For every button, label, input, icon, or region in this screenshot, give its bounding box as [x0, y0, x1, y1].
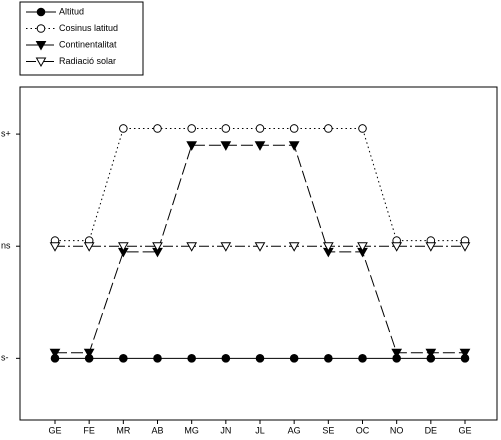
point — [83, 348, 95, 359]
point — [186, 141, 198, 151]
point — [119, 124, 128, 133]
point — [391, 348, 403, 359]
point — [391, 242, 403, 252]
legend-marker — [36, 7, 46, 17]
legend-marker — [35, 57, 47, 68]
point — [324, 124, 333, 133]
x-tick-label: AG — [288, 425, 301, 435]
point — [255, 124, 265, 133]
point — [255, 354, 265, 363]
x-tick-label: OC — [356, 425, 370, 435]
legend-label: Radiació solar — [59, 56, 116, 66]
plot-frame — [19, 86, 498, 421]
point — [221, 124, 231, 133]
y-tick-label: ns — [1, 241, 11, 251]
legend-marker — [36, 24, 46, 33]
point — [49, 242, 61, 252]
point — [425, 242, 437, 252]
point — [153, 124, 162, 133]
point — [221, 354, 231, 363]
y-tick-label: s- — [1, 353, 9, 363]
point — [357, 242, 368, 252]
point — [288, 141, 300, 151]
x-tick-label: GE — [458, 425, 471, 435]
point — [358, 354, 367, 363]
y-tick-label: s+ — [1, 128, 11, 138]
point — [425, 348, 437, 359]
point — [83, 242, 95, 252]
x-tick-label: MG — [184, 425, 199, 435]
point — [459, 242, 471, 252]
point — [322, 242, 334, 252]
point — [288, 242, 300, 252]
legend-label: Continentalitat — [59, 39, 117, 49]
point — [117, 242, 129, 252]
legend-label: Altitud — [59, 6, 84, 16]
point — [358, 124, 367, 133]
point — [186, 242, 198, 252]
x-tick-label: MR — [116, 425, 130, 435]
x-tick-label: AB — [151, 425, 163, 435]
point — [289, 354, 299, 363]
x-tick-label: GE — [48, 425, 61, 435]
x-tick-label: NO — [390, 425, 404, 435]
x-tick-label: SE — [322, 425, 334, 435]
point — [153, 354, 162, 363]
point — [254, 242, 266, 252]
point — [187, 354, 196, 363]
x-tick-label: JL — [255, 425, 265, 435]
point — [220, 141, 232, 151]
point — [187, 124, 196, 133]
point — [220, 242, 232, 252]
point — [254, 141, 266, 151]
point — [459, 348, 471, 359]
point — [49, 348, 61, 359]
point — [324, 354, 333, 363]
x-tick-label: FE — [83, 425, 95, 435]
point — [289, 124, 299, 133]
legend-label: Cosinus latitud — [59, 23, 118, 33]
point — [152, 242, 163, 252]
point — [119, 354, 128, 363]
x-tick-label: DE — [425, 425, 438, 435]
x-tick-label: JN — [220, 425, 231, 435]
legend-marker — [35, 41, 47, 51]
